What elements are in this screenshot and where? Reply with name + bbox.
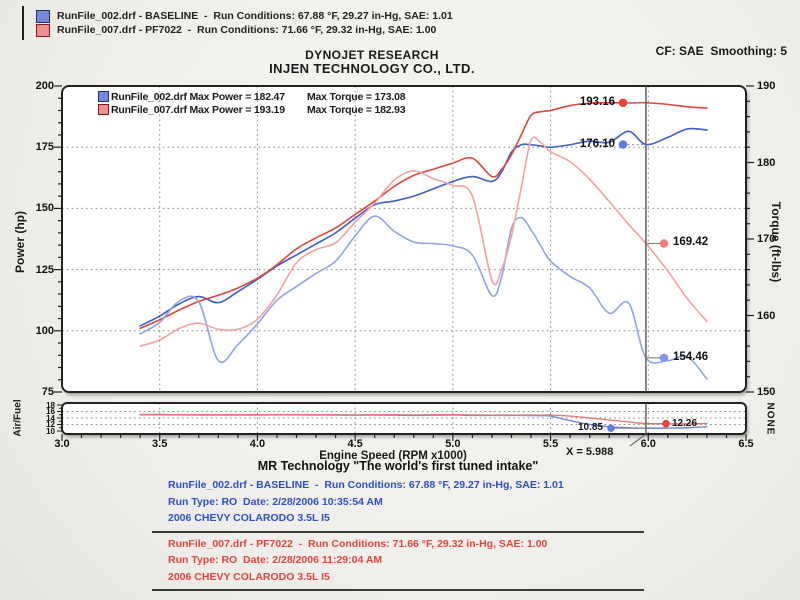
cursor-marker-dot	[618, 140, 628, 149]
cursor-marker-dot	[659, 239, 669, 248]
cursor-marker-dot	[607, 424, 615, 433]
torque-tick-label: 150	[757, 386, 776, 398]
legend-item-label: RunFile_007.drf - PF7022 - Run Condition…	[57, 24, 437, 36]
legend-item-run1: RunFile_002.drf - BASELINE - Run Conditi…	[36, 9, 453, 23]
power-tick-label: 175	[35, 141, 54, 154]
torque-tick-label: 160	[757, 309, 776, 322]
cursor-marker-dot	[618, 98, 628, 108]
cursor-value-label: 154.46	[673, 350, 709, 363]
brand-title: DYNOJET RESEARCH	[305, 48, 439, 62]
cursor-marker-dot	[659, 353, 669, 363]
curve-power	[139, 127, 708, 327]
chart-legend-row-run2: RunFile_007.drf Max Power = 193.19 Max T…	[98, 103, 406, 116]
cursor-value-label: 169.42	[673, 236, 709, 249]
legend-maxtorque-label: Max Torque = 182.93	[307, 103, 406, 116]
airfuel-axis-label: Air/Fuel	[12, 399, 24, 437]
run1-color-swatch-icon	[36, 9, 50, 23]
run2-color-swatch-icon	[98, 104, 109, 115]
run2-conditions-line: RunFile_007.drf - PF7022 - Run Condition…	[168, 537, 548, 550]
rpm-tick-label: 6.5	[738, 438, 754, 450]
airfuel-tick-label: 10	[46, 426, 55, 436]
rpm-tick-label: 6.0	[640, 438, 656, 450]
airfuel-tick-label: 16	[46, 407, 55, 416]
airfuel-tick-label: 18	[46, 400, 55, 410]
run1-conditions-line: RunFile_002.drf - BASELINE - Run Conditi…	[168, 479, 564, 491]
correction-settings: CF: SAE Smoothing: 5	[655, 44, 787, 58]
cursor-value-label: 193.16	[579, 95, 615, 108]
legend-maxtorque-label: Max Torque = 173.08	[307, 90, 406, 103]
power-tick-label: 125	[35, 263, 54, 276]
run2-runtype-line: Run Type: RO Date: 2/28/2006 11:29:04 AM	[168, 554, 383, 566]
airfuel-tick-label: 12	[46, 420, 55, 429]
torque-tick-label: 170	[757, 233, 776, 245]
chart-legend: RunFile_002.drf Max Power = 182.47 Max T…	[98, 90, 406, 116]
rpm-tick-label: 3.5	[152, 438, 168, 450]
cursor-label-leader	[629, 433, 647, 447]
rpm-tick-label: 4.0	[249, 438, 266, 450]
run1-info-block: RunFile_002.drf - BASELINE - Run Conditi…	[152, 477, 644, 527]
cursor-x-label: X = 5.988	[566, 446, 614, 458]
separator-line	[152, 530, 644, 533]
legend-item-run2: RunFile_007.drf - PF7022 - Run Condition…	[36, 23, 453, 37]
cursor-value-label: 12.26	[672, 417, 698, 429]
main-plot-background	[62, 86, 746, 392]
curve-torque	[139, 215, 708, 380]
rpm-tick-label: 4.5	[347, 438, 363, 450]
run2-info-block: RunFile_007.drf - PF7022 - Run Condition…	[152, 536, 644, 586]
chart-legend-row-run1: RunFile_002.drf Max Power = 182.47 Max T…	[98, 90, 406, 103]
airfuel-right-label: NONE	[764, 402, 776, 436]
footer-annotations: MR Technology "The world's first tuned i…	[152, 459, 644, 594]
cursor-value-label: 176.10	[579, 137, 615, 150]
torque-tick-label: 180	[757, 156, 776, 169]
top-legend: RunFile_002.drf - BASELINE - Run Conditi…	[22, 6, 453, 40]
run1-color-swatch-icon	[98, 91, 109, 102]
power-tick-label: 150	[35, 202, 54, 215]
footer-title: MR Technology "The world's first tuned i…	[257, 459, 539, 473]
power-tick-label: 200	[35, 80, 54, 92]
run2-color-swatch-icon	[36, 23, 50, 37]
cursor-value-label: 10.85	[577, 422, 603, 434]
power-tick-label: 75	[41, 386, 54, 398]
cursor-marker-dot	[662, 419, 670, 428]
separator-line	[152, 589, 644, 591]
legend-maxpower-label: RunFile_007.drf Max Power = 193.19	[111, 103, 285, 116]
torque-tick-label: 190	[757, 80, 776, 92]
rpm-tick-label: 3.0	[54, 438, 70, 450]
af-plot-frame	[61, 402, 747, 435]
curve-power	[139, 101, 708, 330]
curve-airfuel	[139, 413, 708, 425]
power-tick-label: 100	[35, 324, 54, 337]
engine-speed-axis-label: Engine Speed (RPM x1000)	[319, 450, 467, 462]
main-plot-frame	[61, 85, 747, 393]
run1-vehicle-line: 2006 CHEVY COLARODO 3.5L I5	[168, 512, 330, 524]
airfuel-tick-label: 14	[46, 413, 55, 423]
rpm-tick-label: 5.0	[445, 438, 461, 450]
rpm-tick-label: 5.5	[542, 438, 559, 450]
legend-item-label: RunFile_002.drf - BASELINE - Run Conditi…	[57, 10, 453, 22]
run2-vehicle-line: 2006 CHEVY COLARODO 3.5L I5	[168, 570, 330, 583]
curve-torque	[139, 136, 708, 347]
company-title: INJEN TECHNOLOGY CO., LTD.	[269, 61, 475, 76]
run1-runtype-line: Run Type: RO Date: 2/28/2006 10:35:54 AM	[168, 495, 383, 508]
legend-maxpower-label: RunFile_002.drf Max Power = 182.47	[111, 90, 285, 103]
